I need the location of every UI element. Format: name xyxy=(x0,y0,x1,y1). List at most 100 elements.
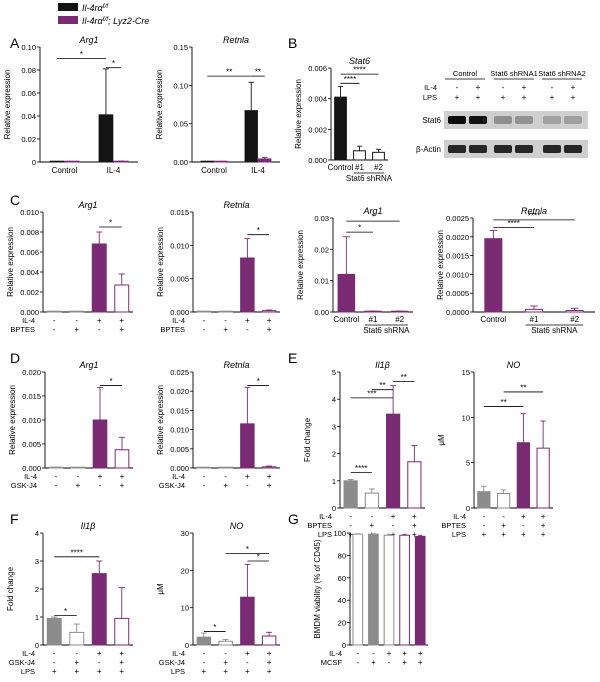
chart-g1: 0 20 40 60 80 100 BMDM viability (% of CD45) IL… xyxy=(313,529,428,667)
bar xyxy=(386,413,401,509)
chart-a1: Arg1 0 0.02 0.04 0.06 0.08 0.10 Relative expres… xyxy=(3,35,138,175)
y-tick-label: 0.00 xyxy=(314,308,329,317)
factor-label: IL-4 xyxy=(24,472,37,481)
blot-band-label: Stat6 xyxy=(422,116,441,125)
blot-band xyxy=(448,145,466,153)
factor-value: + xyxy=(267,472,272,481)
factor-value: + xyxy=(412,521,417,530)
y-tick-label: 0.10 xyxy=(21,43,36,52)
bar xyxy=(91,573,107,646)
x-tick-label: IL-4 xyxy=(107,166,121,175)
factor-value: - xyxy=(77,472,80,481)
factor-value: + xyxy=(119,658,124,667)
significance-label: ** xyxy=(501,398,507,407)
factor-value: + xyxy=(267,325,272,334)
y-tick-label: 0.020 xyxy=(22,368,41,377)
factor-value: - xyxy=(203,316,206,325)
blot-band xyxy=(448,116,466,124)
factor-value: - xyxy=(203,481,206,490)
y-tick-label: 10 xyxy=(462,413,470,422)
y-tick-label: 5 xyxy=(466,459,470,468)
y-tick-label: 40 xyxy=(338,596,346,605)
factor-value: - xyxy=(203,658,206,667)
chart-title: Arg1 xyxy=(78,35,98,45)
blot-row-value: + xyxy=(455,93,460,102)
factor-value: + xyxy=(119,649,124,658)
factor-value: - xyxy=(99,481,102,490)
chart-title: Stat6 xyxy=(349,56,370,66)
x-tick-label: #2 xyxy=(570,315,579,324)
y-tick-label: 0.015 xyxy=(170,208,189,217)
x-tick-label: #1 xyxy=(355,163,364,172)
panel-letter-d: D xyxy=(10,350,20,366)
panel-letter-g: G xyxy=(288,511,299,527)
bar xyxy=(407,461,422,509)
bar xyxy=(69,631,85,646)
factor-label: BPTES xyxy=(10,325,35,334)
factor-label: BPTES xyxy=(441,521,466,530)
x-tick-label: #2 xyxy=(374,163,383,172)
factor-value: + xyxy=(223,325,228,334)
blot-row-value: - xyxy=(456,83,459,92)
blot-row-value: + xyxy=(571,93,576,102)
chart-a2: Retnla 0.00 0.05 0.10 0.15 Relative expressio… xyxy=(155,35,280,175)
factor-value: + xyxy=(245,649,250,658)
y-tick-label: 5 xyxy=(332,368,336,377)
y-tick-label: 100 xyxy=(333,529,346,538)
y-tick-label: 15 xyxy=(462,368,470,377)
chart-title: Arg1 xyxy=(77,200,97,210)
subgroup-label: Stat6 shRNA xyxy=(531,326,578,335)
chart-c3: Arg1 0.00 0.01 0.02 0.03 Relative expression C… xyxy=(296,206,413,335)
chart-title: Il1β xyxy=(375,360,390,370)
y-axis-label: Relative expression xyxy=(8,385,17,455)
y-tick-label: 0.0025 xyxy=(446,214,469,223)
y-tick-label: 0.005 xyxy=(170,445,189,454)
bar xyxy=(261,310,277,313)
blot-band xyxy=(469,145,487,153)
factor-value: + xyxy=(371,658,376,667)
y-tick-label: 0.000 xyxy=(308,156,327,165)
bar xyxy=(525,308,543,313)
chart-title: Retnla xyxy=(223,35,249,45)
y-tick-label: 30 xyxy=(181,529,189,538)
blot-row-value: + xyxy=(501,93,506,102)
factor-value: + xyxy=(223,481,228,490)
blot-row-value: - xyxy=(551,83,554,92)
y-tick-label: 0 xyxy=(185,641,189,650)
y-tick-label: 0 xyxy=(32,158,36,167)
chart-title: Arg1 xyxy=(362,206,382,216)
blot-band xyxy=(543,116,561,124)
factor-value: - xyxy=(224,316,227,325)
factor-label: LPS xyxy=(452,530,466,539)
factor-value: - xyxy=(246,481,249,490)
y-tick-label: 3 xyxy=(332,422,336,431)
y-tick-label: 0.06 xyxy=(21,89,36,98)
significance-label: ** xyxy=(226,68,232,77)
bar xyxy=(64,160,80,163)
bar xyxy=(414,535,426,646)
factor-value: - xyxy=(356,649,359,658)
y-tick-label: 10 xyxy=(181,604,189,613)
x-tick-label: Control xyxy=(52,166,78,175)
bar xyxy=(497,492,511,509)
y-tick-label: 0 xyxy=(466,504,470,513)
legend-label-purple: Il-4rαf/f; Lyz2-Cre xyxy=(82,16,149,26)
factor-label: IL-4 xyxy=(22,649,35,658)
factor-label: IL-4 xyxy=(172,649,185,658)
factor-value: - xyxy=(53,325,56,334)
y-tick-label: 0 xyxy=(332,504,336,513)
panel-letter-f: F xyxy=(10,511,19,527)
factor-value: + xyxy=(541,521,546,530)
blot-row-value: + xyxy=(476,93,481,102)
chart-title: Arg1 xyxy=(78,360,98,370)
significance-label: * xyxy=(109,377,112,386)
factor-value: + xyxy=(521,530,526,539)
bar xyxy=(261,466,277,469)
factor-value: - xyxy=(53,658,56,667)
factor-value: + xyxy=(97,316,102,325)
x-tick-label: Control xyxy=(333,315,359,324)
blot-band xyxy=(515,145,533,153)
x-tick-label: IL-4 xyxy=(251,166,265,175)
